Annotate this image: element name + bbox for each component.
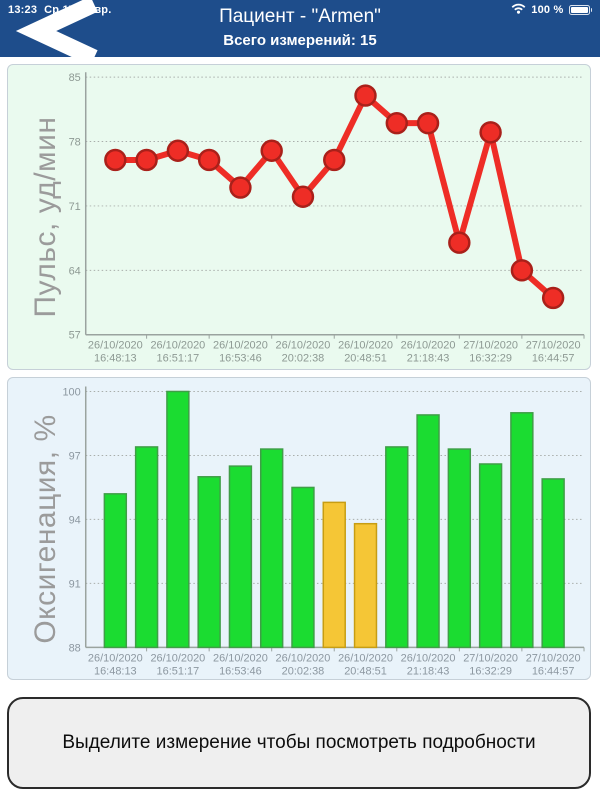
y-tick-label: 100: [62, 386, 80, 398]
x-tick-time: 16:44:57: [532, 353, 575, 365]
x-tick-time: 16:48:13: [94, 665, 137, 677]
x-tick-date: 26/10/2020: [401, 652, 456, 664]
x-tick-time: 16:32:29: [469, 665, 512, 677]
oxygenation-bar[interactable]: [103, 493, 128, 649]
oxygenation-bar[interactable]: [478, 463, 503, 649]
pulse-point[interactable]: [354, 84, 377, 107]
battery-icon: [568, 5, 592, 15]
pulse-point[interactable]: [479, 121, 502, 144]
y-tick-label: 91: [69, 578, 81, 590]
y-tick-label: 78: [69, 137, 81, 149]
pulse-point[interactable]: [323, 148, 346, 172]
x-tick-date: 27/10/2020: [463, 652, 518, 664]
x-tick-time: 16:44:57: [532, 665, 575, 677]
oxygenation-bar[interactable]: [134, 446, 159, 649]
x-tick-time: 16:53:46: [219, 353, 262, 365]
chevron-left-icon: [15, 0, 98, 57]
y-tick-label: 97: [69, 450, 81, 462]
header: 13:23 Ср 17 февр. 100 % Пациент - "Armen…: [0, 0, 600, 57]
pulse-point[interactable]: [291, 185, 315, 208]
pulse-point[interactable]: [260, 139, 283, 162]
x-tick-time: 21:18:43: [407, 353, 450, 365]
pulse-point[interactable]: [104, 148, 127, 172]
pulse-chart[interactable]: 857871645726/10/202016:48:1326/10/202016…: [8, 65, 590, 369]
hint-text: Выделите измерение чтобы посмотреть подр…: [62, 732, 536, 753]
pulse-point[interactable]: [510, 259, 534, 282]
oxygenation-bar[interactable]: [197, 476, 221, 649]
status-bar: 13:23 Ср 17 февр. 100 %: [8, 3, 592, 17]
oxygenation-bar[interactable]: [322, 501, 346, 649]
oxygenation-bar[interactable]: [228, 465, 253, 649]
oxygenation-chart[interactable]: 1009794918826/10/202016:48:1326/10/20201…: [8, 378, 590, 679]
pulse-point[interactable]: [385, 111, 408, 135]
oxygenation-chart-panel: Оксигенация, % 100 97 94 91 88 26/10/2020 16:4…: [7, 377, 591, 680]
pulse-point[interactable]: [166, 139, 190, 162]
x-tick-date: 26/10/2020: [213, 652, 268, 664]
x-tick-date: 26/10/2020: [276, 340, 331, 352]
y-tick-label: 71: [69, 201, 81, 213]
x-tick-time: 16:48:13: [94, 353, 137, 365]
oxygenation-bar[interactable]: [510, 412, 534, 649]
pulse-point[interactable]: [448, 231, 471, 254]
x-tick-time: 20:48:51: [344, 353, 387, 365]
pulse-point[interactable]: [541, 286, 565, 310]
y-tick-label: 57: [69, 330, 81, 342]
oxygenation-bar[interactable]: [166, 390, 190, 649]
x-tick-date: 26/10/2020: [150, 340, 205, 352]
pulse-chart-panel: Пульс, уд/мин 85 78 71 64 57 26/10/2020 16:48:…: [7, 64, 591, 370]
x-tick-date: 26/10/2020: [150, 652, 205, 664]
x-tick-time: 21:18:43: [407, 665, 450, 677]
status-date: Ср 17 февр.: [44, 4, 112, 16]
x-tick-date: 26/10/2020: [213, 340, 268, 352]
x-tick-time: 20:02:38: [282, 665, 325, 677]
hint-box: Выделите измерение чтобы посмотреть подр…: [7, 697, 591, 789]
oxygenation-bar[interactable]: [259, 448, 284, 649]
pulse-point[interactable]: [197, 148, 221, 172]
oxygenation-bar[interactable]: [541, 478, 565, 649]
wifi-icon: [511, 3, 526, 17]
pulse-point[interactable]: [416, 111, 440, 135]
x-tick-time: 16:51:17: [157, 665, 200, 677]
page-title: Пациент - "Armen": [219, 6, 381, 27]
oxygenation-bar[interactable]: [353, 522, 378, 649]
y-tick-label: 85: [69, 72, 81, 84]
battery-percent: 100 %: [531, 4, 564, 16]
x-tick-date: 26/10/2020: [88, 340, 143, 352]
x-tick-time: 20:48:51: [344, 665, 387, 677]
x-tick-time: 20:02:38: [282, 353, 325, 365]
pulse-point[interactable]: [229, 176, 252, 199]
back-button[interactable]: [10, 0, 110, 57]
x-tick-date: 26/10/2020: [338, 652, 393, 664]
oxygenation-bar[interactable]: [385, 446, 409, 649]
x-tick-date: 26/10/2020: [276, 652, 331, 664]
measurement-count: Всего измерений: 15: [223, 32, 377, 49]
x-tick-date: 27/10/2020: [463, 340, 518, 352]
x-tick-date: 27/10/2020: [526, 340, 581, 352]
x-tick-date: 26/10/2020: [401, 340, 456, 352]
x-tick-time: 16:32:29: [469, 353, 512, 365]
status-time: 13:23: [8, 4, 38, 16]
y-tick-label: 64: [69, 265, 81, 277]
oxygenation-bar[interactable]: [447, 448, 472, 649]
x-tick-date: 26/10/2020: [88, 652, 143, 664]
x-tick-date: 26/10/2020: [338, 340, 393, 352]
x-tick-time: 16:51:17: [157, 353, 200, 365]
x-tick-date: 27/10/2020: [526, 652, 581, 664]
y-tick-label: 94: [69, 514, 81, 526]
oxygenation-bar[interactable]: [291, 486, 315, 649]
pulse-point[interactable]: [135, 148, 158, 172]
y-tick-label: 88: [69, 642, 81, 654]
x-tick-time: 16:53:46: [219, 665, 262, 677]
oxygenation-bar[interactable]: [416, 414, 440, 649]
